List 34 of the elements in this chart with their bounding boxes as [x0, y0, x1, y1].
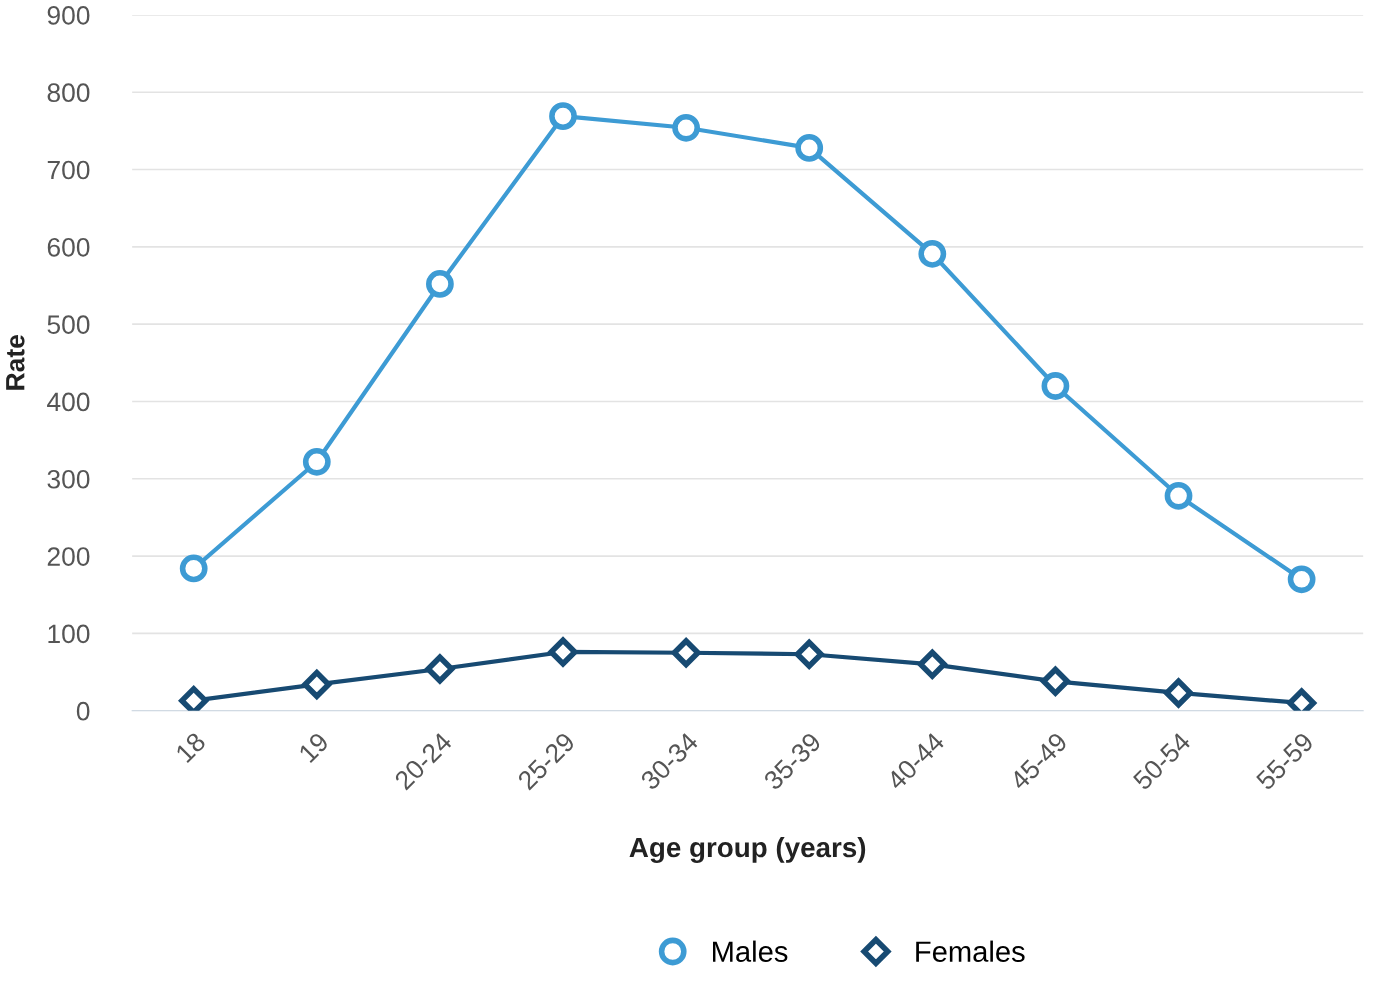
- point: [917, 649, 947, 679]
- point: [548, 637, 578, 667]
- point: [549, 102, 577, 131]
- point: [794, 639, 824, 669]
- point: [302, 669, 332, 699]
- point: [1164, 481, 1193, 510]
- point: [302, 447, 331, 476]
- y-tick-label: 700: [47, 160, 90, 180]
- point: [1163, 678, 1194, 708]
- y-tick-label: 500: [47, 315, 90, 334]
- legend-label: Males: [713, 940, 788, 962]
- y-tick-label: 400: [47, 392, 90, 412]
- x-tick-label: 19: [297, 731, 330, 764]
- point: [1287, 565, 1316, 594]
- point: [672, 113, 700, 142]
- point: [1040, 666, 1070, 696]
- x-axis-title: Age group (years): [629, 836, 866, 863]
- y-tick-label: 0: [76, 701, 90, 721]
- y-tick-label: 100: [48, 624, 90, 644]
- y-tick-label: 600: [47, 237, 90, 257]
- y-tick-label: 800: [47, 83, 90, 103]
- y-tick-label: 900: [47, 6, 90, 25]
- point: [671, 638, 701, 668]
- point: [795, 133, 824, 162]
- point: [426, 270, 454, 298]
- point: [918, 239, 947, 268]
- legend-label: Females: [916, 940, 1025, 962]
- y-tick-label: 300: [47, 469, 90, 489]
- point: [425, 654, 455, 684]
- y-tick-label: 200: [47, 547, 90, 566]
- y-axis-title: Rate: [6, 335, 25, 390]
- x-tick-label: 18: [174, 731, 207, 764]
- point: [179, 554, 208, 583]
- point: [1041, 372, 1070, 400]
